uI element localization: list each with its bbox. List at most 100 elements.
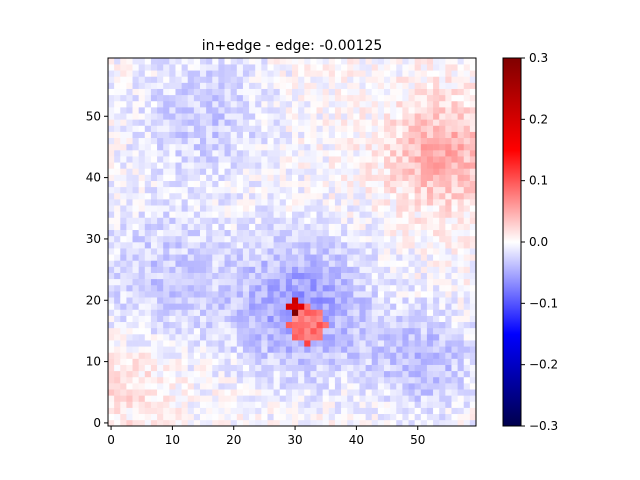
heatmap-cell [451, 229, 458, 237]
heatmap-cell [445, 383, 452, 390]
heatmap-cell [267, 309, 274, 316]
heatmap-cell [138, 266, 146, 273]
heatmap-cell [334, 364, 342, 372]
heatmap-cell [347, 297, 354, 304]
heatmap-cell [138, 180, 146, 188]
heatmap-cell [163, 192, 170, 200]
heatmap-cell [341, 254, 348, 261]
heatmap-cell [439, 125, 446, 132]
heatmap-cell [384, 107, 391, 114]
heatmap-cell [267, 119, 274, 126]
heatmap-cell [181, 266, 189, 273]
heatmap-cell [377, 321, 385, 329]
heatmap-cell [359, 272, 366, 280]
heatmap-cell [114, 383, 121, 390]
heatmap-cell [390, 346, 397, 353]
heatmap-cell [304, 376, 311, 384]
heatmap-cell [445, 125, 452, 132]
heatmap-cell [298, 389, 305, 396]
heatmap-cell [236, 334, 244, 341]
heatmap-cell [169, 186, 176, 194]
heatmap-cell [451, 346, 458, 353]
heatmap-cell [144, 229, 152, 237]
heatmap-cell [353, 340, 360, 347]
heatmap-cell [408, 242, 415, 249]
heatmap-cell [377, 266, 385, 273]
heatmap-cell [255, 278, 262, 286]
heatmap-cell [224, 186, 231, 194]
heatmap-cell [273, 205, 281, 212]
heatmap-cell [365, 376, 373, 384]
heatmap-cell [426, 82, 434, 89]
heatmap-cell [408, 186, 415, 194]
heatmap-cell [120, 192, 127, 200]
heatmap-cell [218, 229, 225, 237]
heatmap-cell [206, 407, 213, 415]
heatmap-cell [212, 260, 219, 267]
heatmap-cell [420, 297, 428, 304]
heatmap-cell [175, 137, 182, 145]
heatmap-cell [396, 125, 403, 132]
heatmap-cell [273, 278, 281, 286]
heatmap-cell [285, 162, 293, 169]
heatmap-cell [255, 309, 262, 316]
heatmap-cell [150, 254, 158, 261]
heatmap-cell [341, 389, 348, 396]
heatmap-cell [377, 223, 385, 231]
heatmap-cell [359, 278, 366, 286]
heatmap-cell [273, 58, 281, 65]
heatmap-cell [433, 284, 440, 292]
heatmap-cell [384, 327, 391, 335]
heatmap-cell [310, 205, 317, 212]
heatmap-cell [218, 248, 225, 255]
heatmap-cell [206, 180, 213, 188]
heatmap-cell [132, 321, 139, 329]
heatmap-cell [181, 107, 189, 114]
heatmap-cell [298, 137, 305, 145]
heatmap-cell [396, 370, 403, 378]
heatmap-cell [175, 217, 182, 224]
heatmap-cell [420, 419, 428, 427]
heatmap-cell [451, 297, 458, 304]
heatmap-cell [273, 407, 281, 415]
heatmap-cell [408, 64, 415, 71]
heatmap-cell [114, 407, 121, 415]
heatmap-cell [224, 321, 231, 329]
heatmap-cell [347, 143, 354, 151]
heatmap-cell [126, 88, 133, 96]
heatmap-cell [353, 186, 360, 194]
heatmap-cell [193, 278, 201, 286]
heatmap-cell [157, 205, 164, 212]
heatmap-cell [408, 352, 415, 359]
heatmap-cell [249, 223, 256, 231]
heatmap-cell [341, 334, 348, 341]
heatmap-cell [347, 266, 354, 273]
heatmap-cell [255, 260, 262, 267]
heatmap-cell [157, 192, 164, 200]
heatmap-cell [371, 88, 379, 96]
heatmap-cell [310, 125, 317, 132]
heatmap-cell [132, 242, 139, 249]
heatmap-cell [390, 125, 397, 132]
heatmap-cell [322, 315, 330, 323]
heatmap-cell [218, 413, 225, 421]
heatmap-cell [224, 211, 231, 218]
heatmap-cell [298, 266, 305, 273]
heatmap-cell [206, 107, 213, 114]
heatmap-cell [163, 223, 170, 231]
heatmap-cell [353, 278, 360, 286]
heatmap-cell [304, 223, 311, 231]
heatmap-cell [390, 235, 397, 243]
heatmap-cell [334, 309, 342, 316]
heatmap-cell [273, 70, 281, 77]
heatmap-cell [298, 309, 305, 316]
heatmap-cell [285, 401, 293, 408]
heatmap-cell [402, 131, 409, 139]
heatmap-cell [126, 174, 133, 181]
heatmap-cell [463, 383, 471, 390]
heatmap-cell [310, 272, 317, 280]
heatmap-cell [261, 156, 268, 163]
heatmap-cell [218, 383, 225, 390]
heatmap-cell [193, 143, 201, 151]
heatmap-cell [249, 107, 256, 114]
